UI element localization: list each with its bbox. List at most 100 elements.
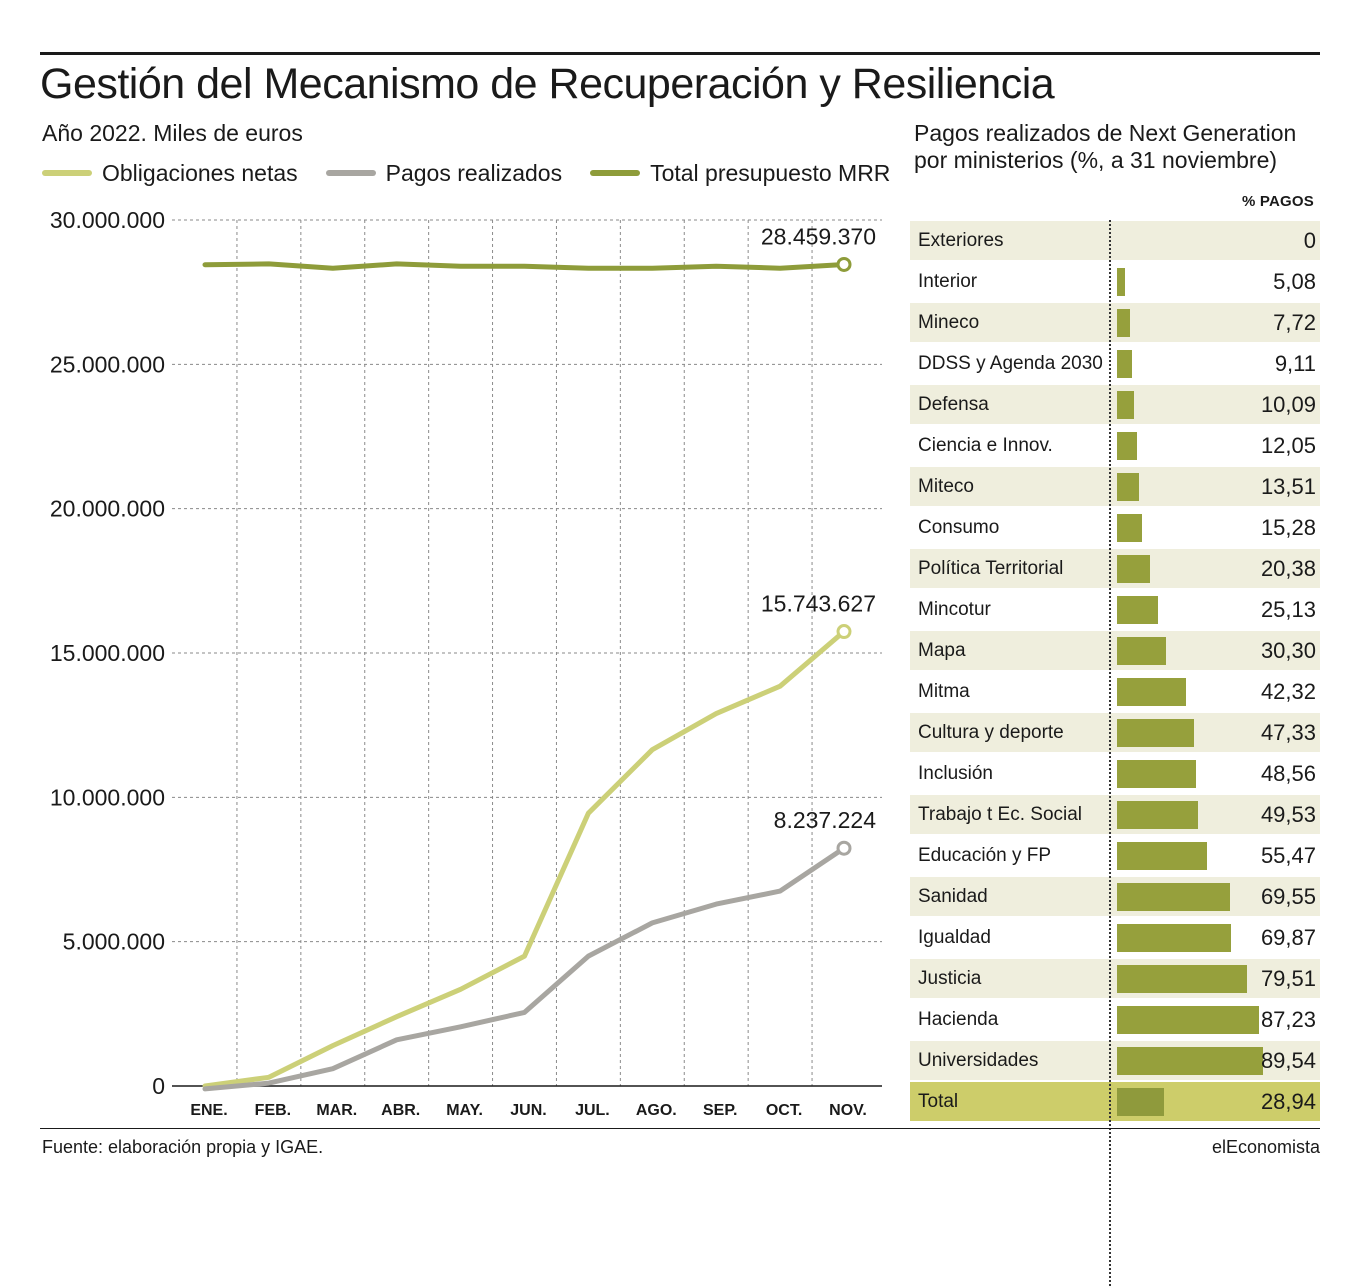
legend-swatch-pagos — [325, 170, 376, 176]
bar-mark — [1117, 1088, 1165, 1116]
bar-mark — [1117, 965, 1247, 993]
bar-category-label: Miteco — [918, 476, 974, 497]
page-title: Gestión del Mecanismo de Recuperación y … — [40, 60, 1055, 108]
x-tick-label: MAR. — [316, 1102, 357, 1119]
legend-item-total-mrr: Total presupuesto MRR — [590, 160, 890, 187]
legend-label-total-mrr: Total presupuesto MRR — [650, 159, 891, 186]
bar-row-background — [910, 877, 1320, 916]
legend-swatch-total-mrr — [590, 170, 641, 176]
bar-category-label: Interior — [918, 271, 978, 292]
bar-row: Universidades 89,54 — [910, 1040, 1320, 1081]
bar-category-label: Justicia — [918, 968, 982, 989]
y-tick-label: 15.000.000 — [50, 640, 165, 666]
bar-mark — [1117, 637, 1167, 665]
bar-row-background — [910, 303, 1320, 342]
bar-row-background — [910, 959, 1320, 998]
x-tick-label: FEB. — [255, 1102, 291, 1119]
bar-row: Exteriores 0 — [910, 220, 1320, 261]
top-rule — [40, 52, 1320, 55]
bar-row-background — [910, 631, 1320, 670]
bar-row: Mineco 7,72 — [910, 302, 1320, 343]
bar-chart-title-line1: Pagos realizados de Next Generation — [914, 120, 1297, 146]
bar-mark — [1117, 719, 1195, 747]
bar-mark — [1117, 555, 1151, 583]
bar-category-label: Mineco — [918, 312, 980, 333]
bar-category-label: Exteriores — [918, 230, 1004, 251]
bar-mark — [1117, 268, 1126, 296]
bar-row: Consumo 15,28 — [910, 507, 1320, 548]
bar-row: Mapa 30,30 — [910, 630, 1320, 671]
bar-value-header: % PAGOS — [1242, 193, 1314, 210]
bar-value-label: 69,87 — [1260, 925, 1316, 950]
bar-category-label: Consumo — [918, 517, 1000, 538]
bar-mark — [1117, 473, 1139, 501]
bar-value-label: 55,47 — [1260, 843, 1316, 868]
bar-category-label: Educación y FP — [918, 845, 1052, 866]
x-tick-label: ENE. — [190, 1102, 227, 1119]
series-line — [202, 261, 847, 271]
bar-row: Ciencia e Innov. 12,05 — [910, 425, 1320, 466]
bar-mark — [1117, 1006, 1260, 1034]
bar-mark — [1117, 514, 1142, 542]
bar-row: Mincotur 25,13 — [910, 589, 1320, 630]
y-tick-label: 0 — [152, 1073, 165, 1099]
bar-row: Cultura y deporte 47,33 — [910, 712, 1320, 753]
bar-category-label: Trabajo t Ec. Social — [918, 804, 1083, 825]
bar-value-label: 25,13 — [1260, 597, 1316, 622]
bar-category-label: Defensa — [918, 394, 989, 415]
bar-value-label: 5,08 — [1273, 269, 1316, 294]
bar-value-label: 15,28 — [1260, 515, 1316, 540]
bar-value-label: 12,05 — [1260, 433, 1316, 458]
x-tick-label: JUN. — [510, 1102, 546, 1119]
bar-category-label: Igualdad — [918, 927, 991, 948]
bar-chart-title-line2: por ministerios (%, a 31 noviembre) — [914, 147, 1278, 173]
bar-value-label: 20,38 — [1260, 556, 1316, 581]
source-note: Fuente: elaboración propia y IGAE. — [42, 1137, 324, 1157]
bar-row: Mitma 42,32 — [910, 671, 1320, 712]
bar-row: Interior 5,08 — [910, 261, 1320, 302]
bar-category-label: Política Territorial — [918, 558, 1064, 579]
bar-category-label: Mapa — [918, 640, 966, 661]
bar-row-total: Total 28,94 — [910, 1081, 1320, 1122]
bar-value-label: 87,23 — [1260, 1007, 1316, 1032]
bar-category-label: Mincotur — [918, 599, 991, 620]
bar-mark — [1117, 432, 1137, 460]
bar-mark — [1117, 678, 1186, 706]
legend-swatch-obligaciones — [42, 170, 92, 176]
series-end-marker — [836, 840, 852, 856]
bar-value-label: 49,53 — [1260, 802, 1316, 827]
bar-row: Miteco 13,51 — [910, 466, 1320, 507]
bar-mark — [1117, 391, 1134, 419]
y-tick-label: 20.000.000 — [50, 496, 165, 522]
bar-value-label: 10,09 — [1260, 392, 1316, 417]
bar-row-background — [910, 549, 1320, 588]
bar-row: Hacienda 87,23 — [910, 999, 1320, 1040]
bar-row: DDSS y Agenda 2030 9,11 — [910, 343, 1320, 384]
bar-mark — [1117, 842, 1208, 870]
series-end-label: 15.743.627 — [761, 591, 876, 617]
bar-row-background — [910, 795, 1320, 834]
series-line — [202, 845, 847, 1092]
bar-mark — [1117, 309, 1130, 337]
bar-category-label: Hacienda — [918, 1009, 999, 1030]
bar-category-label: Universidades — [918, 1050, 1039, 1071]
bar-row: Trabajo t Ec. Social 49,53 — [910, 794, 1320, 835]
x-tick-label: ABR. — [381, 1102, 420, 1119]
bar-category-label: Cultura y deporte — [918, 722, 1064, 743]
y-tick-label: 30.000.000 — [50, 207, 165, 233]
legend-item-obligaciones: Obligaciones netas — [42, 160, 298, 187]
y-tick-label: 5.000.000 — [63, 929, 165, 955]
bar-value-label: 48,56 — [1260, 761, 1316, 786]
bar-category-label: Ciencia e Innov. — [918, 435, 1053, 456]
bar-value-label: 9,11 — [1274, 351, 1316, 376]
series-end-marker — [836, 256, 852, 272]
bar-value-label: 42,32 — [1260, 679, 1316, 704]
bar-value-label: 30,30 — [1260, 638, 1316, 663]
bar-table: Exteriores 0 Interior 5,08 Mineco 7,72 DDSS y … — [910, 220, 1320, 1122]
bar-category-label: Mitma — [918, 681, 970, 702]
bar-zero-line — [1109, 220, 1111, 1286]
bar-mark — [1117, 1047, 1263, 1075]
bar-mark — [1117, 924, 1231, 952]
bar-mark — [1117, 801, 1198, 829]
series-line — [202, 629, 847, 1089]
